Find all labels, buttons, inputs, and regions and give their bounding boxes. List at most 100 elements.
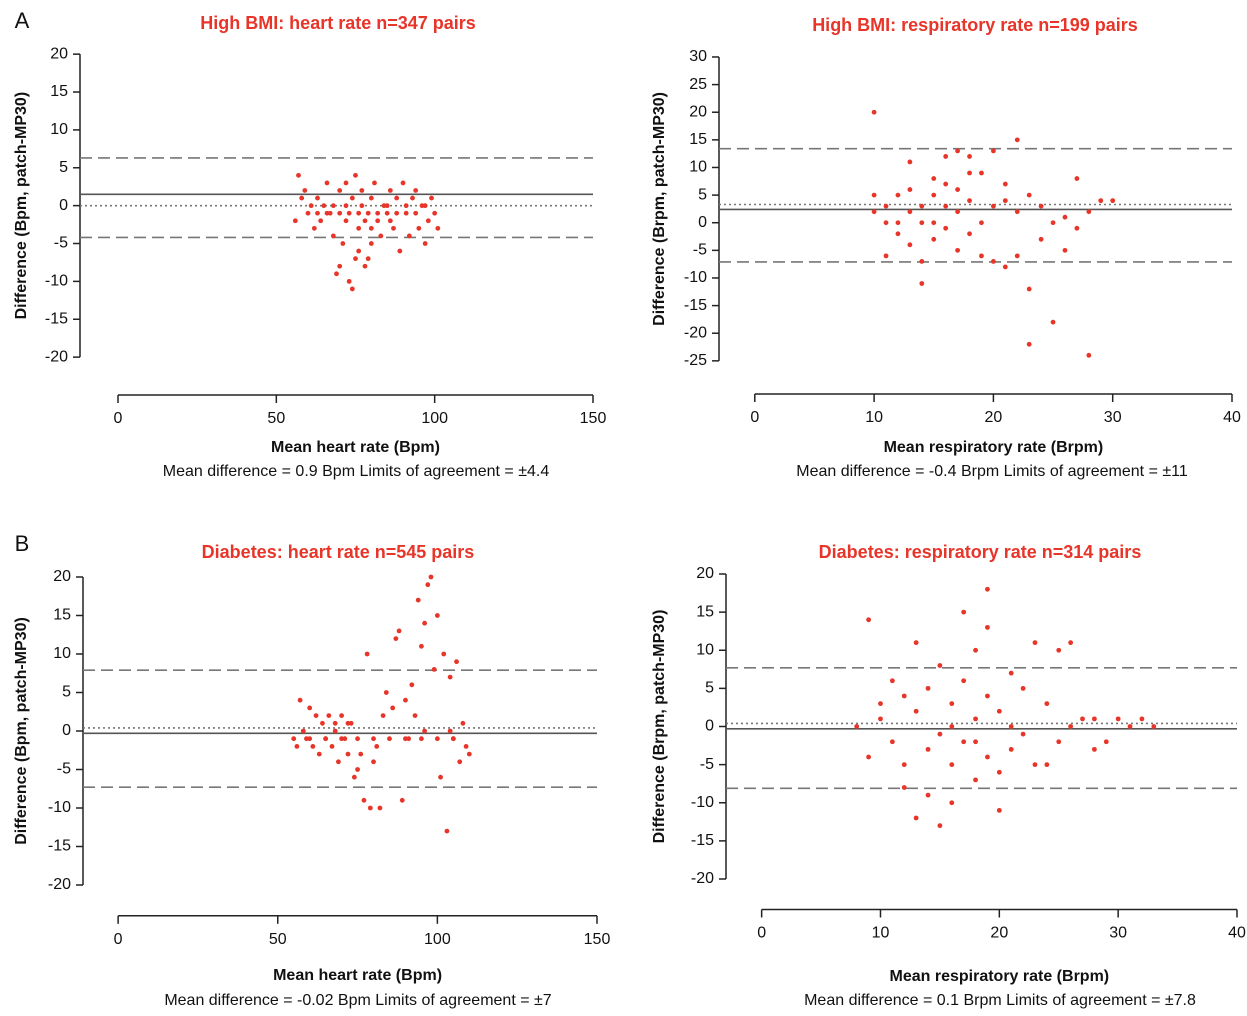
x-tick-label: 150	[584, 931, 611, 948]
chart-title: Diabetes: respiratory rate n=314 pairs	[819, 542, 1142, 562]
y-tick-label: 0	[62, 722, 71, 739]
point	[871, 209, 877, 215]
panel-label: A	[15, 8, 30, 33]
point	[330, 203, 336, 209]
point	[1002, 198, 1008, 204]
y-axis-label: Difference (Bpm, patch-MP30)	[13, 617, 30, 845]
caption: Mean difference = 0.1 Brpm Limits of agr…	[804, 992, 1196, 1009]
point	[419, 643, 424, 649]
point	[365, 256, 371, 262]
point	[330, 233, 336, 239]
x-axis-label: Mean respiratory rate (Brpm)	[884, 439, 1104, 456]
point	[895, 231, 901, 237]
point	[1050, 319, 1056, 325]
caption: Mean difference = -0.02 Bpm Limits of ag…	[164, 992, 551, 1009]
point	[973, 647, 978, 653]
point	[435, 225, 441, 231]
point	[434, 613, 440, 618]
point	[1002, 181, 1008, 187]
y-tick-label: 10	[53, 645, 71, 662]
point	[979, 170, 984, 176]
point	[294, 744, 300, 749]
x-tick-label: 40	[1223, 409, 1241, 426]
point	[323, 736, 329, 742]
point	[412, 713, 418, 718]
point	[1038, 203, 1044, 209]
point	[409, 682, 415, 688]
point	[415, 597, 421, 603]
point	[1020, 685, 1026, 691]
y-tick-label: 5	[698, 186, 707, 203]
point	[394, 210, 400, 216]
point	[883, 203, 889, 209]
y-tick-label: 5	[59, 159, 68, 176]
point	[1014, 209, 1020, 215]
point	[889, 678, 895, 684]
point	[973, 777, 978, 783]
point	[432, 210, 438, 216]
point	[937, 663, 943, 668]
point	[291, 736, 297, 742]
point	[961, 678, 967, 684]
point	[368, 195, 374, 201]
point	[943, 154, 949, 159]
point	[361, 797, 367, 803]
y-axis-label: Difference (Bpm, patch-MP30)	[13, 92, 30, 320]
point	[878, 701, 883, 707]
y-tick-label: 15	[696, 603, 714, 620]
point	[387, 188, 393, 193]
point	[1074, 176, 1080, 181]
y-tick-label: 15	[689, 131, 707, 148]
y-axis-label: Difference (Brpm, patch-MP30)	[651, 610, 668, 844]
point	[337, 210, 343, 216]
point	[397, 248, 403, 254]
point	[949, 701, 955, 707]
point	[422, 203, 428, 209]
point	[345, 720, 351, 726]
point	[943, 225, 949, 231]
point	[384, 210, 390, 216]
point	[463, 744, 469, 749]
point	[931, 176, 937, 181]
point	[925, 746, 931, 752]
y-tick-label: -15	[691, 832, 714, 849]
x-tick-label: 150	[580, 410, 607, 427]
point	[400, 180, 406, 186]
point	[1056, 739, 1062, 745]
point	[925, 792, 931, 798]
point	[949, 724, 955, 729]
point	[866, 754, 872, 760]
point	[931, 192, 937, 198]
point	[871, 109, 877, 115]
point	[979, 253, 984, 259]
point	[967, 231, 972, 237]
y-tick-label: -15	[684, 297, 707, 314]
point	[919, 259, 925, 264]
point	[1068, 640, 1074, 646]
point	[996, 708, 1002, 714]
point	[955, 209, 961, 215]
point	[396, 628, 402, 634]
point	[871, 192, 877, 198]
point	[1080, 716, 1085, 722]
point	[403, 210, 409, 216]
point	[1103, 739, 1109, 745]
point	[321, 203, 327, 209]
point	[403, 203, 409, 209]
y-tick-label: 20	[689, 103, 707, 120]
point	[1008, 746, 1014, 752]
point	[457, 759, 463, 765]
point	[337, 188, 343, 193]
point	[990, 259, 996, 264]
point	[1038, 236, 1044, 242]
point	[913, 815, 919, 821]
y-tick-label: -20	[691, 870, 714, 887]
point	[937, 731, 943, 737]
y-tick-label: -15	[45, 310, 68, 327]
point	[878, 716, 883, 722]
point	[299, 195, 305, 201]
point	[332, 728, 338, 734]
point	[300, 728, 306, 734]
point	[1074, 225, 1080, 231]
